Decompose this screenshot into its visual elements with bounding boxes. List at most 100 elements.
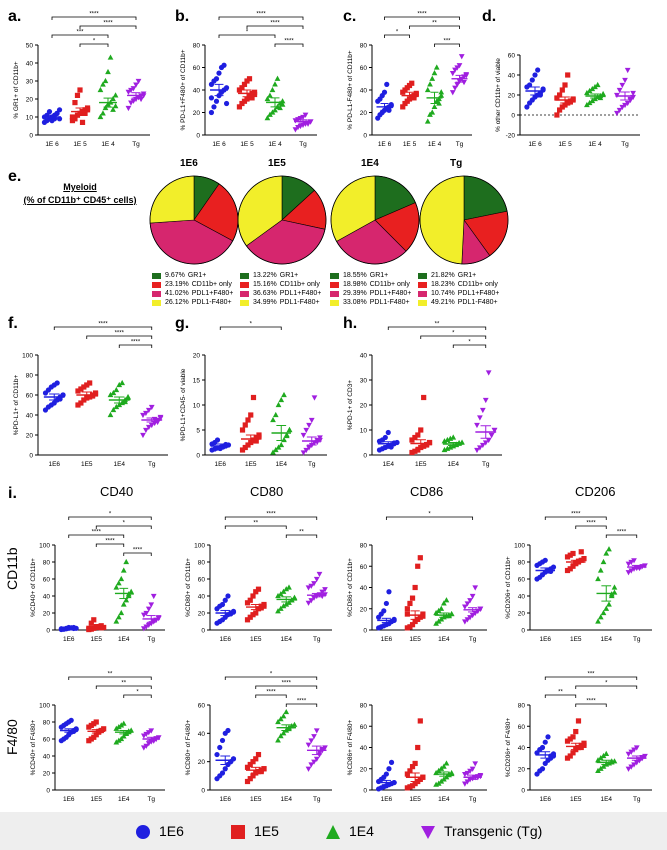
data-point: [592, 83, 598, 90]
data-point: [595, 575, 601, 582]
data-point: [84, 382, 90, 388]
data-point: [105, 68, 111, 75]
x-tick-label: 1E 4: [268, 141, 282, 148]
significance-bracket: [68, 676, 152, 680]
data-point: [306, 422, 312, 429]
data-point: [97, 86, 104, 93]
data-point: [456, 63, 463, 69]
y-tick-label: 40: [360, 745, 368, 752]
pie-legend-label: PDL1-F480+: [279, 299, 320, 306]
data-point: [250, 759, 256, 765]
data-point: [589, 85, 596, 92]
data-point: [110, 406, 117, 413]
data-point: [222, 597, 228, 603]
data-point: [564, 738, 571, 744]
data-point: [250, 612, 256, 618]
pie-legend-swatch: [418, 281, 427, 288]
x-tick-label: 1E4: [438, 796, 450, 803]
data-point: [247, 597, 253, 603]
data-point: [429, 109, 436, 115]
data-point: [322, 587, 328, 593]
data-point: [73, 727, 79, 733]
data-point: [458, 54, 465, 60]
data-point: [491, 427, 498, 434]
data-point: [586, 99, 593, 106]
data-point: [461, 80, 467, 86]
significance-bracket: [384, 34, 410, 38]
x-tick-label: Tg: [456, 141, 464, 148]
y-tick-label: 20: [360, 766, 368, 773]
y-tick-label: 100: [39, 703, 50, 710]
pie-title-1e5: 1E5: [268, 158, 286, 169]
data-point: [88, 620, 94, 626]
y-tick-label: 20: [26, 433, 34, 440]
data-point: [107, 391, 114, 398]
data-point: [308, 762, 315, 768]
data-point: [630, 90, 636, 97]
pie-legend-pct: 23.19%: [165, 281, 189, 288]
chart-g: 0 5 10 15 20 1E6 1E5 1E4 Tg %PD-L1+CD45- of viabl…: [180, 322, 327, 468]
data-point: [248, 412, 254, 418]
significance-bracket: [218, 16, 304, 20]
data-point: [482, 397, 489, 404]
y-axis-label: % PD-L1-F480+ of CD11b+: [347, 50, 354, 130]
significance-bracket: [544, 694, 577, 698]
data-point: [559, 87, 565, 93]
significance-bracket: [79, 25, 137, 29]
significance-label: ****: [266, 512, 276, 518]
data-point: [143, 427, 149, 434]
data-point: [631, 747, 637, 753]
y-tick-label: 0: [29, 453, 33, 460]
data-point: [388, 759, 395, 765]
data-point: [443, 760, 450, 766]
pie-legend-pct: 10.74%: [431, 290, 455, 297]
x-tick-label: Tg: [148, 461, 156, 468]
pie-legend-row: 26.12% PDL1-F480+: [152, 298, 233, 307]
data-point: [412, 584, 418, 591]
y-tick-label: 80: [360, 543, 368, 550]
data-point: [631, 558, 637, 564]
data-point: [469, 613, 476, 619]
significance-label: ****: [103, 21, 113, 27]
y-tick-label: 40: [518, 594, 526, 601]
pie-legend-label: CD11b+ only: [191, 281, 232, 288]
data-point: [120, 567, 127, 573]
data-point: [575, 744, 582, 751]
y-tick-label: 40: [360, 585, 368, 592]
data-point: [527, 82, 533, 88]
data-point: [642, 563, 648, 569]
x-tick-label: 1E 6: [378, 141, 392, 148]
data-point: [305, 585, 312, 591]
data-point: [539, 744, 546, 751]
data-point: [431, 103, 438, 109]
data-point: [305, 600, 312, 606]
data-point: [382, 434, 388, 441]
x-tick-label: Tg: [299, 141, 307, 148]
significance-bracket: [224, 525, 287, 529]
y-tick-label: 10: [360, 428, 368, 435]
pie-legend-Tg: 21.82% GR1+ 18.23% CD11b+ only 10.74% PDL1+F4…: [418, 271, 499, 307]
pie-legend-pct: 36.63%: [253, 290, 277, 297]
pie-Tg: [419, 175, 509, 265]
pie-legend-pct: 18.23%: [431, 281, 455, 288]
significance-label: ****: [270, 21, 280, 27]
significance-label: ****: [133, 548, 143, 554]
pie-legend-pct: 26.12%: [165, 299, 189, 306]
data-point: [300, 450, 307, 456]
significance-bracket: [575, 703, 607, 707]
significance-label: ****: [92, 530, 102, 536]
pie-legend-row: 10.74% PDL1+F480+: [418, 289, 499, 298]
data-point: [256, 434, 262, 440]
significance-label: **: [558, 690, 563, 696]
significance-bracket: [544, 676, 638, 680]
data-point: [529, 77, 535, 83]
data-point: [72, 100, 78, 106]
y-tick-label: 40: [360, 353, 368, 360]
pie-legend-pct: 15.16%: [253, 281, 277, 288]
data-point: [313, 728, 320, 734]
data-point: [115, 580, 122, 586]
col-title-cd80: CD80: [250, 484, 284, 499]
y-tick-label: 0: [29, 133, 33, 140]
data-point: [600, 90, 606, 97]
